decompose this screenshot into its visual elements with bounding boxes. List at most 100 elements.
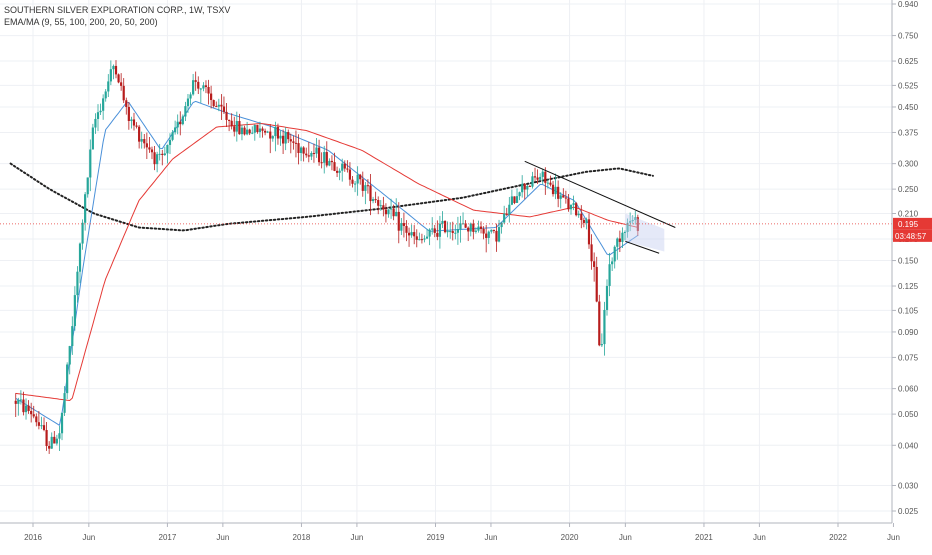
candle-body (230, 120, 233, 127)
candle-body (217, 104, 220, 107)
candle-body (317, 147, 321, 163)
candle-body (130, 119, 133, 121)
candle-body (446, 231, 449, 233)
candle-body (467, 227, 470, 232)
candle-body (459, 223, 462, 230)
candle-body (359, 174, 362, 180)
candle-body (78, 243, 82, 272)
candle-body (240, 127, 244, 135)
candle-body (222, 106, 226, 112)
y-tick-label: 0.525 (898, 81, 919, 90)
candle-body (269, 131, 272, 139)
ma-slow-series (15, 123, 639, 402)
candle-body (55, 438, 58, 444)
candle-body (120, 82, 123, 86)
candle-body (418, 239, 421, 241)
candle-body (431, 228, 434, 230)
candle-body (577, 213, 580, 216)
candle-body (371, 199, 375, 202)
candle-body (626, 222, 629, 232)
candle-body (533, 176, 537, 178)
candle-body (515, 196, 519, 203)
candle-body (112, 65, 115, 70)
x-tick-label: 2021 (695, 533, 713, 542)
candle-body (587, 219, 591, 245)
x-tick-label: Jun (485, 533, 498, 542)
candle-body (279, 135, 282, 139)
candle-body (410, 232, 413, 236)
candle-body (613, 246, 616, 262)
candle-body (595, 266, 598, 302)
x-axis: 2016 Jun 2017 Jun 2018 Jun 2019 Jun 2020 Jun 2021 J… (0, 522, 900, 550)
candle-body (89, 149, 92, 178)
y-tick-label: 0.450 (898, 103, 919, 112)
candle-body (107, 81, 110, 92)
candle-body (369, 185, 372, 202)
candle-body (243, 127, 246, 135)
candle-body (611, 261, 614, 265)
candle-body (91, 127, 94, 150)
candle-body (580, 213, 583, 220)
candle-body (562, 195, 565, 198)
candle-body (634, 217, 637, 221)
candle-body (482, 228, 485, 234)
candle-body (605, 285, 609, 310)
candle-body (636, 217, 639, 231)
candle-body (99, 110, 102, 113)
candle-body (312, 153, 316, 155)
last-price-box (893, 217, 932, 230)
candle-body (415, 236, 418, 240)
candle-body (253, 124, 256, 133)
candle-body (266, 131, 269, 133)
candle-body (299, 147, 303, 153)
candle-body (86, 177, 89, 195)
candle-body (284, 132, 287, 144)
y-tick-label: 0.750 (898, 32, 919, 41)
candle-body (425, 236, 429, 239)
candle-body (37, 422, 40, 426)
candle-body (441, 220, 444, 224)
y-tick-label: 0.300 (898, 160, 919, 169)
candle-body (19, 399, 22, 401)
candle-body (567, 198, 570, 210)
candle-body (513, 196, 516, 203)
x-tick-label: 2016 (24, 533, 42, 542)
y-tick-label: 0.250 (898, 185, 919, 194)
candle-body (474, 230, 477, 232)
candle-body (66, 364, 69, 394)
candle-body (397, 211, 400, 231)
countdown-label: 03:48:57 (895, 232, 927, 241)
chart-legend: SOUTHERN SILVER EXPLORATION CORP., 1W, T… (4, 4, 230, 28)
candle-body (623, 231, 627, 233)
y-tick-label: 0.210 (898, 210, 919, 219)
candle-body (189, 94, 192, 99)
candle-body (68, 346, 71, 365)
candle-body (143, 139, 146, 144)
candle-body (24, 405, 28, 413)
candle-body (30, 410, 33, 415)
candle-body (153, 152, 156, 165)
candle-body (138, 126, 141, 142)
candle-body (181, 116, 184, 125)
candle-body (341, 163, 344, 171)
candle-body (212, 100, 215, 107)
candle-body (549, 182, 552, 185)
candle-body (546, 182, 549, 184)
candle-body (71, 326, 74, 347)
candle-body (361, 179, 364, 191)
candle-body (557, 186, 560, 199)
ma-200-line (9, 162, 654, 232)
candle-body (497, 227, 501, 242)
candle-body (479, 226, 483, 229)
candle-body (109, 69, 112, 82)
candle-body (58, 433, 61, 439)
y-tick-label: 0.050 (898, 410, 919, 419)
grid (0, 0, 894, 523)
candle-body (374, 199, 377, 201)
candle-body (274, 126, 277, 137)
y-tick-label: 0.125 (898, 282, 919, 291)
candle-body (564, 197, 567, 199)
candle-body (261, 128, 264, 131)
